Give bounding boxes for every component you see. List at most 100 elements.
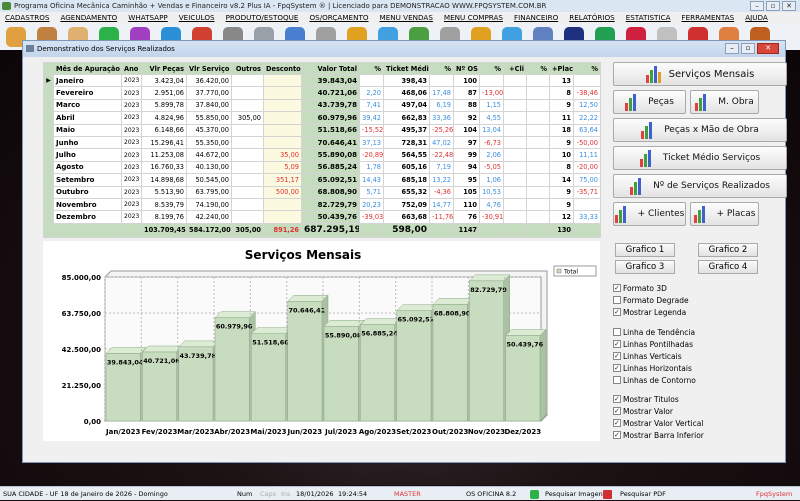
placas-button[interactable]: + Placas xyxy=(690,202,759,226)
cell: 9 xyxy=(549,185,574,199)
table-row[interactable]: Marco 2023 5.899,78 37.840,00 43.739,78 7,41 4… xyxy=(43,98,601,113)
cell: 495,37 xyxy=(383,123,430,137)
cell: 663,68 xyxy=(383,210,430,224)
column-header[interactable]: % xyxy=(479,62,504,75)
menu-financeiro[interactable]: FINANCEIRO xyxy=(513,13,559,22)
row-indicator xyxy=(43,111,54,125)
option-checkbox[interactable]: Formato Degrade xyxy=(613,295,689,305)
grafico-3-button[interactable]: Grafico 3 xyxy=(615,260,675,274)
table-row[interactable]: Fevereiro 2023 2.951,06 37.770,00 40.721,06 2… xyxy=(43,86,601,100)
column-header[interactable]: Valor Total xyxy=(301,62,360,75)
option-checkbox[interactable]: Linha de Tendência xyxy=(613,327,695,337)
column-header[interactable]: Desconto xyxy=(263,62,302,75)
checkbox-unchecked-icon[interactable] xyxy=(613,376,621,384)
column-header[interactable]: % xyxy=(526,62,550,75)
checkbox-checked-icon[interactable]: ✓ xyxy=(613,340,621,348)
pdf-icon xyxy=(603,490,612,499)
y-tick-label: 21.250,00 xyxy=(62,382,102,390)
grafico-2-button[interactable]: Grafico 2 xyxy=(698,243,758,257)
column-header[interactable]: Vlr Peças xyxy=(141,62,187,75)
checkbox-checked-icon[interactable]: ✓ xyxy=(613,395,621,403)
grafico-1-button[interactable]: Grafico 1 xyxy=(615,243,675,257)
menu-veiculos[interactable]: VEICULOS xyxy=(178,13,215,22)
close-button[interactable]: ✕ xyxy=(782,1,796,11)
cell xyxy=(503,73,527,88)
window-close-button[interactable]: ✕ xyxy=(757,43,779,54)
mao-obra-button[interactable]: M. Obra xyxy=(690,90,759,114)
table-row[interactable]: Julho 2023 11.253,08 44.672,00 35,00 55.890,0… xyxy=(43,148,601,162)
column-header[interactable]: % xyxy=(359,62,384,75)
table-row[interactable]: Junho 2023 15.296,41 55.350,00 70.646,41 37,1… xyxy=(43,135,601,150)
menu-produtoestoque[interactable]: PRODUTO/ESTOQUE xyxy=(225,13,299,22)
menu-ferramentas[interactable]: FERRAMENTAS xyxy=(681,13,735,22)
column-header[interactable]: +Cli xyxy=(503,62,527,75)
bar-value-label: 50.439,76 xyxy=(507,341,544,349)
option-checkbox[interactable]: ✓ Linhas Horizontais xyxy=(613,363,692,373)
table-row[interactable]: Dezembro 2023 8.199,76 42.240,00 50.439,76 -3… xyxy=(43,210,601,224)
servicos-mensais-button[interactable]: Serviços Mensais xyxy=(613,62,787,86)
menu-menucompras[interactable]: MENU COMPRAS xyxy=(443,13,503,22)
pecas-x-mao-obra-button[interactable]: Peças x Mão de Obra xyxy=(613,118,787,142)
cell: Outubro xyxy=(53,185,122,199)
option-checkbox[interactable]: ✓ Mostrar Titulos xyxy=(613,394,679,404)
checkbox-checked-icon[interactable]: ✓ xyxy=(613,419,621,427)
table-row[interactable]: Maio 2023 6.148,66 45.370,00 51.518,66 -15,52… xyxy=(43,123,601,137)
menu-cadastros[interactable]: CADASTROS xyxy=(5,13,50,22)
checkbox-checked-icon[interactable]: ✓ xyxy=(613,431,621,439)
bar xyxy=(396,310,432,422)
table-row[interactable]: ▶ Janeiro 2023 3.423,04 36.420,00 39.843,04 39… xyxy=(43,73,601,88)
row-indicator xyxy=(43,197,54,212)
checkbox-checked-icon[interactable]: ✓ xyxy=(613,308,621,316)
pecas-button[interactable]: Peças xyxy=(613,90,686,114)
menu-estatistica[interactable]: ESTATISTICA xyxy=(625,13,671,22)
checkbox-checked-icon[interactable]: ✓ xyxy=(613,284,621,292)
checkbox-unchecked-icon[interactable] xyxy=(613,296,621,304)
checkbox-checked-icon[interactable]: ✓ xyxy=(613,407,621,415)
column-header[interactable]: Mês de Apuração xyxy=(53,62,122,75)
option-checkbox[interactable]: ✓ Linhas Verticais xyxy=(613,351,682,361)
menu-menuvendas[interactable]: MENU VENDAS xyxy=(379,13,433,22)
column-header[interactable]: Ano xyxy=(121,62,142,75)
column-header[interactable]: Vlr Serviço xyxy=(186,62,232,75)
num-servicos-button[interactable]: Nº de Serviços Realizados xyxy=(613,174,787,198)
column-header[interactable]: Ticket Médio xyxy=(383,62,430,75)
search-images-button[interactable]: Pesquisar Imagens xyxy=(545,490,607,498)
table-row[interactable]: Agosto 2023 16.760,33 40.130,00 5,09 56.885,2… xyxy=(43,160,601,175)
window-maximize-button[interactable]: ▫ xyxy=(741,43,755,54)
cell xyxy=(526,98,550,113)
minimize-button[interactable]: – xyxy=(750,1,764,11)
checkbox-unchecked-icon[interactable] xyxy=(613,328,621,336)
option-checkbox[interactable]: Linhas de Contorno xyxy=(613,375,696,385)
ticket-medio-button[interactable]: Ticket Médio Serviços xyxy=(613,146,787,170)
checkbox-checked-icon[interactable]: ✓ xyxy=(613,352,621,360)
checkbox-checked-icon[interactable]: ✓ xyxy=(613,364,621,372)
cell: 351,17 xyxy=(263,173,302,187)
menu-osoramento[interactable]: OS/ORÇAMENTO xyxy=(309,13,369,22)
column-header[interactable]: +Placa xyxy=(549,62,574,75)
column-header[interactable]: % xyxy=(429,62,454,75)
column-header[interactable]: % xyxy=(573,62,601,75)
table-row[interactable]: Abril 2023 4.824,96 55.850,00 305,00 60.979,9… xyxy=(43,111,601,125)
grafico-4-button[interactable]: Grafico 4 xyxy=(698,260,758,274)
option-checkbox[interactable]: ✓ Formato 3D xyxy=(613,283,667,293)
option-checkbox[interactable]: ✓ Mostrar Legenda xyxy=(613,307,687,317)
table-row[interactable]: Outubro 2023 5.513,90 63.795,00 500,00 68.808… xyxy=(43,185,601,199)
search-pdf-button[interactable]: Pesquisar PDF xyxy=(620,490,666,498)
clientes-button[interactable]: + Clientes xyxy=(613,202,686,226)
menu-whatsapp[interactable]: WHATSAPP xyxy=(128,13,168,22)
menu-relatrios[interactable]: RELATÓRIOS xyxy=(569,13,615,22)
option-checkbox[interactable]: ✓ Mostrar Barra Inferior xyxy=(613,430,704,440)
column-header[interactable]: Outros xyxy=(231,62,264,75)
option-checkbox[interactable]: ✓ Mostrar Valor xyxy=(613,406,673,416)
table-row[interactable]: Novembro 2023 8.539,79 74.190,00 82.729,79 20… xyxy=(43,197,601,212)
maximize-button[interactable]: ▫ xyxy=(766,1,780,11)
toolbar-icon[interactable] xyxy=(6,27,26,47)
option-checkbox[interactable]: ✓ Mostrar Valor Vertical xyxy=(613,418,704,428)
column-header[interactable]: Nº OS xyxy=(453,62,480,75)
window-minimize-button[interactable]: – xyxy=(725,43,739,54)
menu-ajuda[interactable]: AJUDA xyxy=(745,13,768,22)
menu-agendamento[interactable]: AGENDAMENTO xyxy=(60,13,118,22)
table-row[interactable]: Setembro 2023 14.898,68 50.545,00 351,17 65.0… xyxy=(43,173,601,187)
option-checkbox[interactable]: ✓ Linhas Pontilhadas xyxy=(613,339,693,349)
bar-top xyxy=(141,345,184,353)
